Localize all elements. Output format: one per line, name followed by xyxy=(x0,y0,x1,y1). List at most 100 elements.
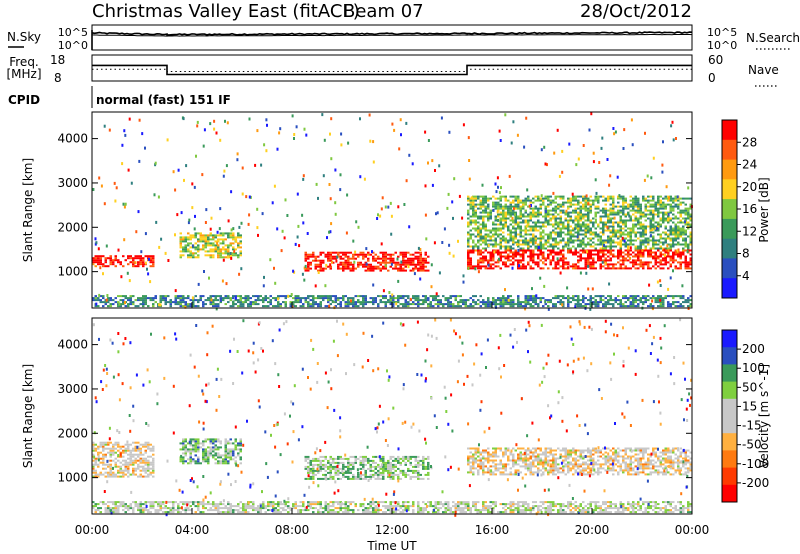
heatmap-cell xyxy=(467,249,470,252)
heatmap-cell xyxy=(337,473,340,476)
heatmap-cell xyxy=(402,259,405,262)
cpid-value: normal (fast) 151 IF xyxy=(96,93,231,107)
heatmap-cell xyxy=(387,261,390,264)
heatmap-cell xyxy=(467,299,470,302)
heatmap-cell xyxy=(424,251,427,254)
heatmap-cell xyxy=(309,303,312,306)
heatmap-cell xyxy=(584,245,587,248)
heatmap-cell xyxy=(527,299,530,302)
heatmap-cell xyxy=(589,205,592,208)
heatmap-cell xyxy=(227,462,230,465)
heatmap-cell xyxy=(387,471,390,474)
heatmap-cell xyxy=(204,460,207,463)
heatmap-cell xyxy=(499,139,502,142)
heatmap-cell xyxy=(152,457,155,460)
heatmap-cell xyxy=(482,241,485,244)
heatmap-cell xyxy=(552,191,555,195)
heatmap-cell xyxy=(114,257,117,260)
heatmap-cell xyxy=(339,263,342,266)
heatmap-cell xyxy=(644,197,647,200)
heatmap-cell xyxy=(497,303,500,306)
heatmap-cell xyxy=(189,236,192,239)
heatmap-cell xyxy=(337,463,340,466)
heatmap-cell xyxy=(579,213,582,216)
heatmap-cell xyxy=(474,221,477,224)
heatmap-cell xyxy=(182,238,185,241)
heatmap-cell xyxy=(139,453,142,456)
heatmap-cell xyxy=(587,215,590,218)
heatmap-cell xyxy=(187,305,190,308)
heatmap-cell xyxy=(189,444,192,447)
heatmap-cell xyxy=(517,245,520,248)
heatmap-cell xyxy=(567,241,570,244)
heatmap-cell xyxy=(107,301,110,304)
heatmap-cell xyxy=(639,301,642,304)
heatmap-cell xyxy=(362,251,365,254)
heatmap-cell xyxy=(537,215,540,218)
heatmap-cell xyxy=(295,125,298,129)
heatmap-cell xyxy=(604,241,607,244)
heatmap-cell xyxy=(509,229,512,232)
heatmap-cell xyxy=(174,301,177,304)
heatmap-cell xyxy=(389,259,392,262)
heatmap-cell xyxy=(624,253,627,256)
heatmap-cell xyxy=(219,454,222,457)
heatmap-cell xyxy=(317,477,320,480)
heatmap-cell xyxy=(109,257,112,260)
heatmap-cell xyxy=(474,197,477,200)
heatmap-cell xyxy=(609,247,612,250)
heatmap-cell xyxy=(524,297,527,300)
heatmap-cell xyxy=(637,253,640,256)
heatmap-cell xyxy=(524,209,527,212)
heatmap-cell xyxy=(214,246,217,249)
heatmap-cell xyxy=(474,229,477,232)
heatmap-cell xyxy=(628,214,631,218)
heatmap-cell xyxy=(649,251,652,254)
heatmap-cell xyxy=(312,457,315,460)
heatmap-cell xyxy=(514,211,517,214)
heatmap-cell xyxy=(214,440,217,443)
heatmap-cell xyxy=(547,305,550,308)
heatmap-cell xyxy=(457,303,460,306)
heatmap-cell xyxy=(417,267,420,270)
heatmap-cell xyxy=(589,245,592,248)
heatmap-cell xyxy=(517,297,520,300)
heatmap-cell xyxy=(209,452,212,455)
heatmap-cell xyxy=(437,303,440,306)
heatmap-cell xyxy=(232,305,235,308)
heatmap-cell xyxy=(562,255,565,258)
heatmap-cell xyxy=(454,297,457,300)
heatmap-cell xyxy=(197,301,200,304)
heatmap-cell xyxy=(142,457,145,460)
heatmap-cell xyxy=(132,265,135,268)
heatmap-cell xyxy=(502,263,505,266)
heatmap-cell xyxy=(334,471,337,474)
heatmap-cell xyxy=(679,251,682,254)
heatmap-cell xyxy=(529,265,532,268)
heatmap-cell xyxy=(109,465,112,468)
heatmap-cell xyxy=(334,305,337,308)
heatmap-cell xyxy=(657,199,660,202)
heatmap-cell xyxy=(537,229,540,232)
heatmap-cell xyxy=(189,448,192,451)
heatmap-cell xyxy=(369,297,372,300)
heatmap-cell xyxy=(237,301,240,304)
heatmap-cell xyxy=(532,297,535,300)
heatmap-cell xyxy=(634,253,637,256)
heatmap-cell xyxy=(657,195,660,198)
heatmap-cell xyxy=(322,467,325,470)
heatmap-cell xyxy=(524,233,527,236)
heatmap-cell xyxy=(602,265,605,268)
heatmap-cell xyxy=(689,261,692,264)
heatmap-cell xyxy=(519,253,522,256)
heatmap-cell xyxy=(354,301,357,304)
heatmap-cell xyxy=(612,235,615,238)
heatmap-cell xyxy=(604,229,607,232)
heatmap-cell xyxy=(234,438,237,441)
heatmap-cell xyxy=(213,127,216,131)
heatmap-cell xyxy=(109,259,112,262)
heatmap-cell xyxy=(552,217,555,220)
heatmap-cell xyxy=(529,201,532,204)
heatmap-cell xyxy=(182,442,185,445)
heatmap-cell xyxy=(374,259,377,262)
